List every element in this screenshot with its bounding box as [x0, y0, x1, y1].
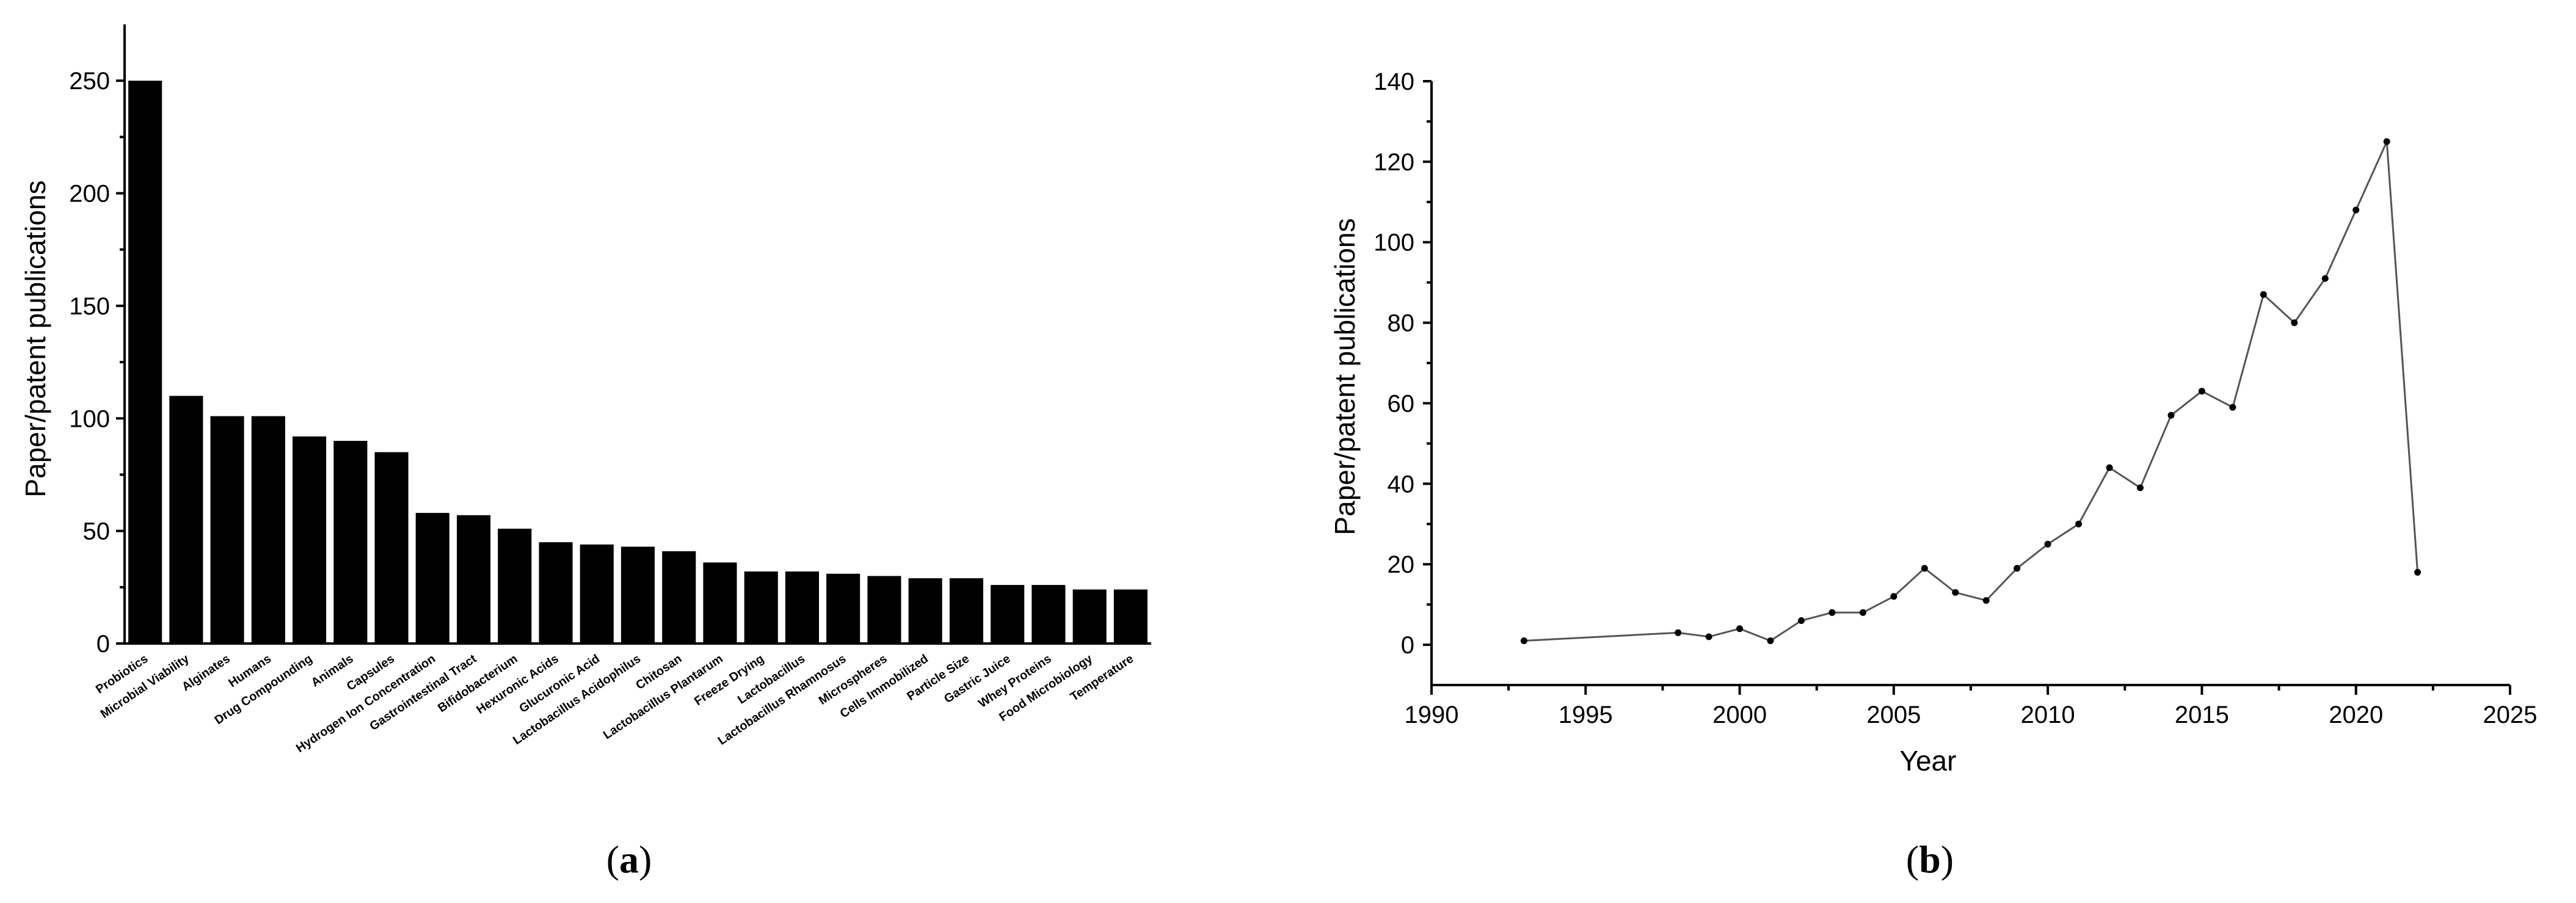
category-label: Freeze Drying: [692, 652, 766, 708]
x-tick-label: 2025: [2483, 702, 2538, 728]
bar: [1113, 589, 1148, 644]
x-axis-title: Year: [1900, 745, 1957, 777]
y-axis-title: Paper/patent publications: [1329, 218, 1361, 535]
data-point: [1982, 597, 1990, 604]
data-point: [1767, 637, 1774, 644]
y-tick-label: 0: [96, 631, 110, 658]
bar: [128, 81, 162, 644]
y-tick-label: 0: [1401, 632, 1414, 659]
y-tick-label: 140: [1374, 68, 1414, 95]
bar: [703, 562, 737, 644]
data-point: [1952, 589, 1959, 596]
panel-label-b: (b): [1906, 838, 1954, 881]
bar: [333, 441, 368, 644]
y-tick-label: 100: [1374, 230, 1414, 256]
y-axis: 0 50 100 150 200 250: [69, 24, 126, 658]
x-tick-label: 2005: [1866, 702, 1921, 728]
data-point: [1736, 625, 1744, 633]
y-tick-label: 120: [1374, 149, 1414, 176]
x-tick-label: 2020: [2329, 702, 2383, 728]
bar: [991, 585, 1025, 644]
bar: [457, 515, 491, 644]
y-tick-label: 60: [1388, 390, 1415, 417]
bar: [949, 578, 983, 644]
data-point: [2383, 138, 2390, 145]
data-point: [2414, 568, 2421, 576]
y-tick-label: 50: [83, 518, 111, 545]
y-tick-label: 150: [69, 293, 110, 320]
line-chart-panel: 0 20 40 60 80 100 120 140 1990 1995 2000 2005 2010 2…: [1329, 68, 2537, 881]
bar: [539, 542, 573, 644]
data-point: [2014, 565, 2021, 572]
data-point: [2044, 540, 2051, 548]
bar: [498, 528, 532, 644]
x-tick-label: 1995: [1559, 702, 1613, 728]
data-point: [2291, 319, 2298, 327]
y-tick-label: 200: [69, 181, 110, 208]
bar: [580, 544, 614, 644]
bar: [1031, 585, 1066, 644]
data-point: [2260, 291, 2267, 298]
panel-label-a: (a): [606, 838, 652, 881]
x-axis: 1990 1995 2000 2005 2010 2015 2020 2025: [1405, 684, 2538, 728]
bar-series: [128, 81, 1148, 644]
bar: [1072, 589, 1107, 644]
bar: [415, 513, 449, 644]
data-point: [1520, 637, 1527, 644]
bar: [620, 546, 655, 644]
data-point: [2167, 412, 2175, 419]
bar: [374, 452, 409, 644]
bar: [251, 416, 285, 644]
bar: [210, 416, 244, 644]
bar: [169, 396, 203, 644]
x-tick-label: 1990: [1405, 702, 1459, 728]
y-tick-label: 250: [69, 68, 110, 95]
data-point: [2137, 484, 2144, 491]
series-line: [1524, 141, 2419, 642]
y-tick-label: 20: [1388, 551, 1415, 578]
data-point: [1828, 609, 1836, 616]
series-points: [1520, 138, 2421, 644]
bar: [744, 571, 778, 644]
x-tick-label: 2010: [2021, 702, 2075, 728]
data-point: [1705, 633, 1712, 640]
data-point: [1798, 617, 1805, 624]
data-point: [2198, 388, 2205, 395]
y-tick-label: 40: [1388, 471, 1415, 498]
data-point: [1675, 629, 1682, 636]
y-tick-label: 80: [1388, 310, 1415, 337]
data-point: [1921, 565, 1928, 572]
data-point: [1890, 593, 1897, 600]
data-point: [2075, 520, 2083, 528]
data-point: [2229, 404, 2236, 411]
data-point: [2352, 206, 2360, 214]
x-tick-label: 2015: [2175, 702, 2229, 728]
x-tick-label: 2000: [1712, 702, 1767, 728]
data-point: [2106, 464, 2113, 471]
y-axis: 0 20 40 60 80 100 120 140: [1374, 68, 1433, 685]
bar: [662, 551, 696, 644]
bar: [826, 573, 860, 644]
data-point: [2321, 275, 2329, 282]
bar: [867, 576, 901, 644]
data-point: [1859, 609, 1866, 616]
bar: [908, 578, 942, 644]
bar: [785, 571, 819, 644]
bar: [293, 436, 327, 644]
y-axis-title: Paper/patent publications: [20, 180, 51, 497]
y-tick-label: 100: [69, 405, 110, 432]
